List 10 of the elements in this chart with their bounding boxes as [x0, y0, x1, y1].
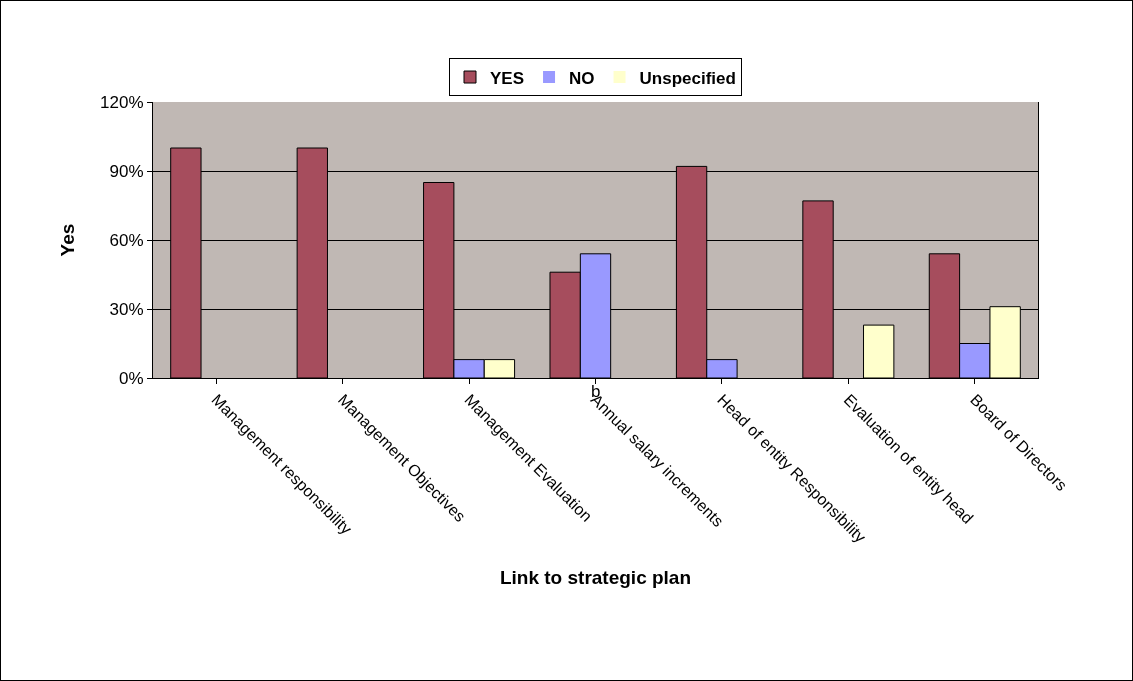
y-tick-label: 30%: [109, 299, 144, 319]
y-axis-title: Yes: [56, 223, 78, 257]
legend-label: Unspecified: [639, 68, 736, 88]
x-axis-title: Link to strategic plan: [499, 566, 692, 588]
y-tick-label: 0%: [119, 368, 144, 388]
legend-label: NO: [569, 68, 595, 88]
legend-label: YES: [490, 68, 525, 88]
y-tick-label: 120%: [100, 92, 144, 112]
y-tick-label: 90%: [109, 161, 144, 181]
y-tick-label: 60%: [109, 230, 144, 250]
